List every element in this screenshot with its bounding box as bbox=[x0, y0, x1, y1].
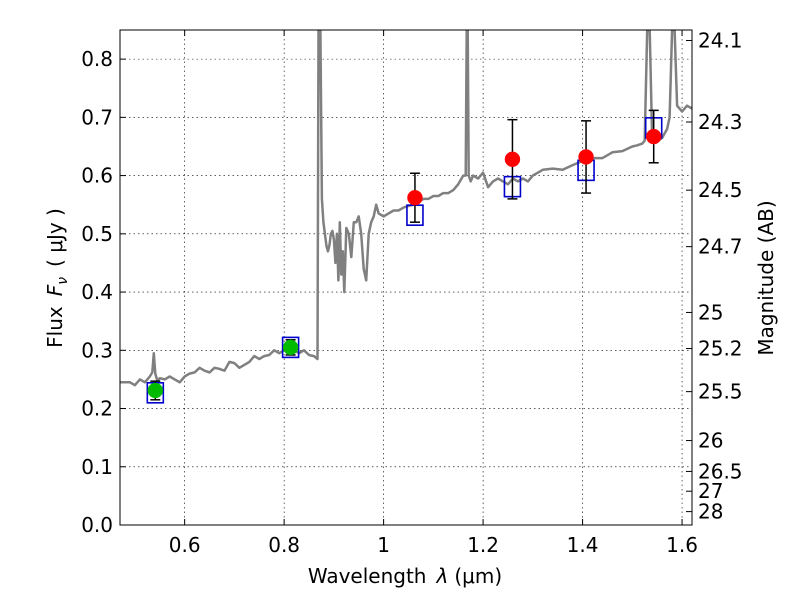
y-axis-label-text: Flux bbox=[43, 306, 67, 348]
x-tick-label: 1.2 bbox=[467, 533, 499, 557]
y-tick-label: 0.2 bbox=[81, 397, 113, 421]
axis-ticks: 0.6 0.8 1 1.2 1.4 1.6 0.0 0.1 0.2 0.3 0.4 0.5 0.6 0.7… bbox=[81, 28, 742, 557]
x-axis-symbol: λ bbox=[436, 564, 449, 588]
grid-lines bbox=[120, 30, 692, 526]
y2-tick-label: 24.7 bbox=[698, 235, 743, 259]
y-tick-label: 0.1 bbox=[81, 455, 113, 479]
x-axis-label-text: Wavelength bbox=[308, 564, 427, 588]
model-spectrum-line bbox=[120, 30, 692, 387]
model-photometry-square bbox=[281, 336, 300, 359]
y2-tick-label: 26.5 bbox=[698, 459, 743, 483]
y-axis-unit: ( μJy ) bbox=[43, 208, 67, 267]
plot-frame bbox=[119, 29, 693, 526]
green-data-point bbox=[147, 382, 164, 399]
y2-tick-label: 24.3 bbox=[698, 110, 743, 134]
y-tick-label: 0.6 bbox=[81, 164, 113, 188]
y2-tick-label: 25.5 bbox=[698, 380, 743, 404]
y2-tick-label: 26 bbox=[698, 429, 723, 453]
red-data-point bbox=[578, 149, 594, 165]
y-axis-symbol: F bbox=[43, 284, 67, 296]
x-tick-label: 1 bbox=[377, 533, 390, 557]
y2-tick-label: 24.5 bbox=[698, 178, 743, 202]
red-data-point bbox=[645, 128, 662, 145]
y-tick-label: 0.3 bbox=[81, 338, 113, 362]
y-tick-label: 0.5 bbox=[81, 222, 113, 246]
y2-axis-label: Magnitude (AB) bbox=[754, 200, 778, 355]
y-tick-label: 0.8 bbox=[81, 47, 113, 71]
y-axis-symbol-subscript: ν bbox=[55, 277, 71, 285]
y-axis-label: Flux Fν ( μJy ) bbox=[43, 208, 71, 348]
y2-tick-label: 25 bbox=[698, 300, 723, 324]
model-spectrum-layer bbox=[120, 30, 692, 387]
x-axis-label: Wavelength λ (μm) bbox=[308, 564, 502, 588]
green-data-point bbox=[282, 339, 299, 356]
y2-tick-label: 27 bbox=[698, 479, 723, 503]
y-tick-label: 0.4 bbox=[81, 280, 113, 304]
x-axis-unit: (μm) bbox=[454, 564, 502, 588]
x-tick-label: 0.8 bbox=[268, 533, 300, 557]
y2-tick-label: 28 bbox=[698, 500, 723, 524]
red-data-point bbox=[504, 151, 521, 168]
y2-tick-label: 24.1 bbox=[698, 28, 743, 52]
x-tick-label: 0.6 bbox=[169, 533, 201, 557]
x-tick-label: 1.4 bbox=[567, 533, 599, 557]
y2-tick-label: 25.2 bbox=[698, 337, 743, 361]
x-tick-label: 1.6 bbox=[666, 533, 698, 557]
y-tick-label: 0.7 bbox=[81, 105, 113, 129]
measured-points-layer bbox=[147, 109, 662, 401]
y-tick-label: 0.0 bbox=[81, 513, 113, 537]
red-data-point bbox=[407, 189, 423, 206]
